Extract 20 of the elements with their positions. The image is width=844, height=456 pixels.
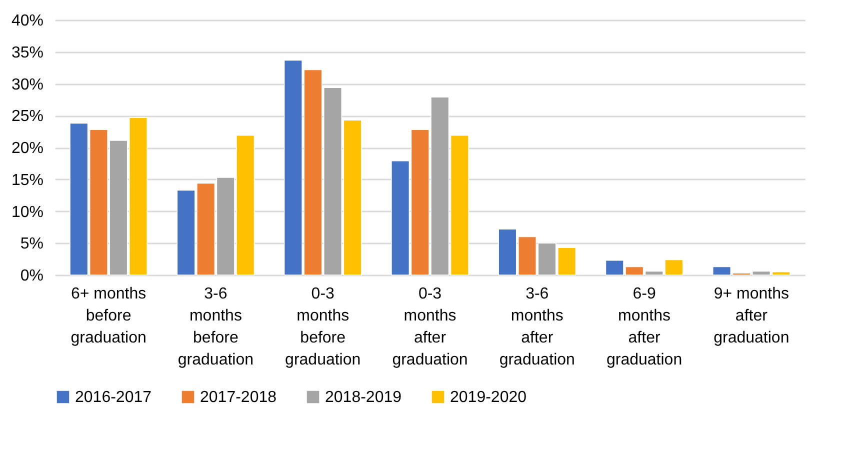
legend-label: 2017-2018 [200,389,277,406]
legend-label: 2019-2020 [450,389,527,406]
y-tick-label: 5% [20,236,44,253]
x-tick-label: 6-9 months after graduation [606,286,682,368]
y-tick-label: 40% [11,12,44,30]
y-tick-label: 15% [11,172,44,189]
y-tick-label: 0% [20,268,44,284]
x-tick-label: 3-6 months before graduation [178,286,254,368]
x-tick-label: 0-3 months before graduation [285,286,361,368]
x-tick-label: 6+ months before graduation [70,286,146,346]
y-tick-label: 25% [11,108,44,126]
legend-label: 2016-2017 [75,389,152,406]
x-tick-label: 9+ months after graduation [714,286,790,346]
y-tick-label: 30% [11,76,44,94]
x-tick-label: 0-3 months after graduation [392,286,468,368]
y-tick-label: 20% [11,140,44,157]
x-tick-label: 3-6 months after graduation [499,286,575,368]
y-tick-label: 35% [11,44,44,62]
y-tick-label: 10% [11,204,44,221]
legend-label: 2018-2019 [325,389,402,406]
